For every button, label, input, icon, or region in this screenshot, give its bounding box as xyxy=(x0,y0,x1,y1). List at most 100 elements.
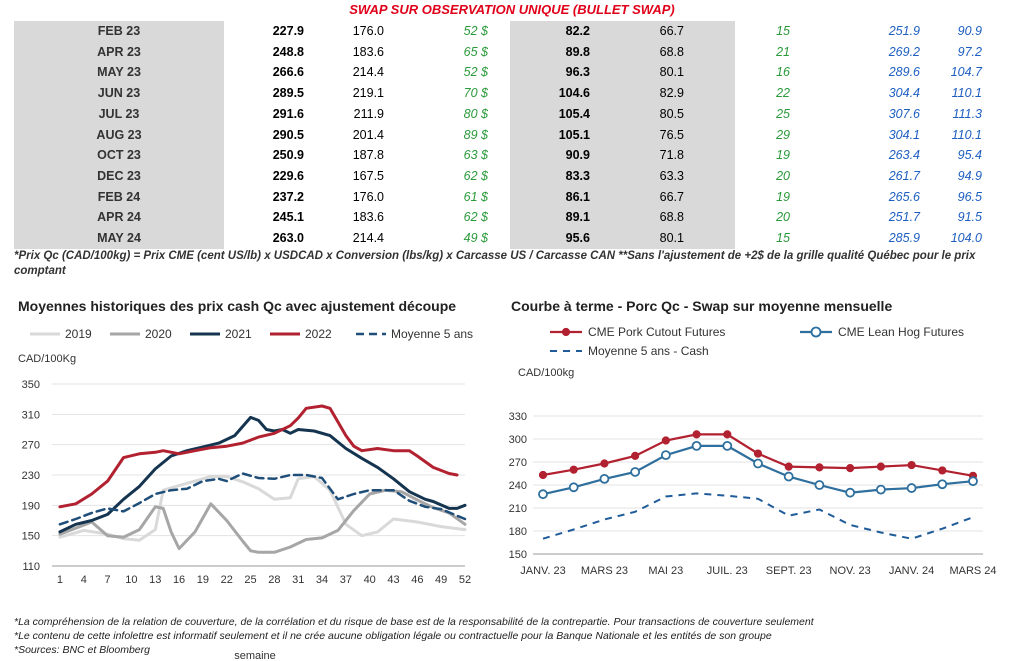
table-cell-v3: 63 $ xyxy=(463,148,488,163)
table-cell-month: JUN 23 xyxy=(97,86,141,101)
left-x-tick: 37 xyxy=(340,574,352,586)
right-y-tick: 330 xyxy=(509,411,527,423)
left-y-tick: 310 xyxy=(22,409,40,421)
table-row: DEC 23 229.6 167.5 62 $ 83.3 63.3 20 261.7 94.9 xyxy=(14,166,1004,187)
table-cell-v2: 187.8 xyxy=(352,148,384,163)
right-x-tick: MAI 23 xyxy=(648,565,683,577)
data-point xyxy=(845,487,856,498)
right-y-axis-label: CAD/100kg xyxy=(518,367,574,379)
table-cell-v1: 237.2 xyxy=(272,189,304,204)
table-cell-v5: 71.8 xyxy=(659,148,684,163)
table-cell-v6: 25 xyxy=(776,106,790,121)
table-cell-v4: 95.6 xyxy=(565,231,590,245)
data-point xyxy=(692,430,701,439)
table-footnote: *Prix Qc (CAD/100kg) = Prix CME (cent US… xyxy=(14,250,976,277)
table-cell-month: MAY 24 xyxy=(97,231,141,245)
table-cell-v8: 91.5 xyxy=(957,210,982,225)
table-cell-v4: 105.4 xyxy=(558,106,590,121)
table-cell-v8: 104.7 xyxy=(950,65,982,80)
table-row: JUN 23 289.5 219.1 70 $ 104.6 82.9 22 304.4 110.… xyxy=(14,83,1004,104)
legend-label: CME Lean Hog Futures xyxy=(838,325,964,339)
left-x-tick: 22 xyxy=(221,574,233,586)
table-cell-v3: 61 $ xyxy=(463,189,488,204)
left-x-tick: 13 xyxy=(149,574,161,586)
table-cell-v2: 219.1 xyxy=(352,86,384,101)
right-y-tick: 210 xyxy=(509,503,527,515)
table-cell-month: APR 23 xyxy=(97,44,141,59)
table-row: FEB 24 237.2 176.0 61 $ 86.1 66.7 19 265.6 96.5 xyxy=(14,187,1004,208)
table-cell-v1: 245.1 xyxy=(272,210,304,225)
table-cell-v3: 52 $ xyxy=(463,65,488,80)
left-x-tick: 34 xyxy=(316,574,328,586)
table-cell-month: AUG 23 xyxy=(96,127,142,142)
table-cell-v7: 304.4 xyxy=(888,86,920,101)
right-chart-title: Courbe à terme - Porc Qc - Swap sur moye… xyxy=(511,298,893,314)
table-row: MAY 23 266.6 214.4 52 $ 96.3 80.1 16 289.6 104.7 xyxy=(14,62,1004,83)
right-x-tick: MARS 24 xyxy=(949,565,996,577)
data-point xyxy=(875,484,886,495)
table-cell-v5: 80.1 xyxy=(659,231,684,245)
table-cell-v4: 104.6 xyxy=(558,86,590,101)
data-point xyxy=(722,441,733,451)
data-point xyxy=(814,480,825,490)
data-point xyxy=(906,483,917,493)
data-point xyxy=(600,459,609,468)
table-cell-v7: 269.2 xyxy=(888,44,920,59)
table-cell-v8: 111.3 xyxy=(952,106,982,121)
left-y-tick: 190 xyxy=(22,500,40,512)
right-y-tick: 150 xyxy=(509,549,527,561)
table-cell-month: APR 24 xyxy=(97,210,141,225)
series-line-2019 xyxy=(58,475,467,542)
table-cell-v7: 289.6 xyxy=(888,65,920,80)
table-cell-v7: 285.9 xyxy=(888,231,920,245)
table-cell-v2: 176.0 xyxy=(352,189,384,204)
right-x-tick: MARS 23 xyxy=(581,565,628,577)
data-point xyxy=(815,463,824,472)
legend-label: Moyenne 5 ans - Cash xyxy=(588,344,709,358)
legend-label: 2020 xyxy=(145,327,172,341)
data-point xyxy=(691,441,702,451)
legend-marker xyxy=(810,326,822,338)
table-cell-v6: 20 xyxy=(776,210,790,225)
table-cell-v3: 49 $ xyxy=(463,231,488,245)
left-x-tick: 19 xyxy=(197,574,209,586)
footer-note-3: *Sources: BNC et Bloomberg xyxy=(14,644,150,656)
table-cell-v6: 19 xyxy=(776,189,790,204)
data-point xyxy=(661,436,670,445)
table-cell-v4: 105.1 xyxy=(558,127,590,142)
table-cell-v8: 94.9 xyxy=(957,168,982,183)
table-cell-v4: 86.1 xyxy=(565,189,590,204)
table-cell-v8: 110.1 xyxy=(951,86,982,101)
table-row: AUG 23 290.5 201.4 89 $ 105.1 76.5 29 304.1 110.… xyxy=(14,125,1004,146)
data-point xyxy=(538,489,548,500)
table-row: JUL 23 291.6 211.9 80 $ 105.4 80.5 25 307.6 111.… xyxy=(14,104,1004,125)
table-cell-v4: 96.3 xyxy=(565,65,590,80)
left-x-tick: 31 xyxy=(292,574,304,586)
series-line-2022 xyxy=(58,404,459,509)
left-x-axis-label: semaine xyxy=(234,650,276,661)
right-x-tick: NOV. 23 xyxy=(830,565,871,577)
table-row: MAY 24 263.0 214.4 49 $ 95.6 80.1 15 285.9 104.0 xyxy=(14,228,1004,249)
data-point xyxy=(568,482,579,493)
right-x-tick: JANV. 24 xyxy=(889,565,934,577)
table-cell-v8: 95.4 xyxy=(957,148,982,163)
data-point xyxy=(783,471,794,482)
legend-label: Moyenne 5 ans xyxy=(391,327,473,341)
data-point xyxy=(784,462,793,471)
table-cell-v1: 291.6 xyxy=(272,106,304,121)
table-cell-month: FEB 23 xyxy=(97,24,141,38)
table-cell-v5: 80.1 xyxy=(659,65,684,80)
table-cell-v1: 250.9 xyxy=(272,148,304,163)
table-cell-v4: 89.1 xyxy=(565,210,590,225)
data-point xyxy=(753,458,763,469)
left-x-tick: 7 xyxy=(105,574,111,586)
right-x-tick: JUIL. 23 xyxy=(707,565,748,577)
left-x-tick: 10 xyxy=(125,574,137,586)
table-cell-v6: 19 xyxy=(776,148,790,163)
data-point xyxy=(569,465,578,474)
table-cell-v1: 248.8 xyxy=(272,44,304,59)
left-y-tick: 270 xyxy=(22,440,40,452)
left-x-tick: 4 xyxy=(81,574,87,586)
table-cell-v8: 104.0 xyxy=(950,231,982,245)
table-cell-v6: 20 xyxy=(776,168,790,183)
